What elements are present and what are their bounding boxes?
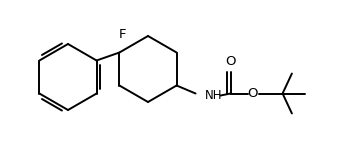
Text: O: O — [247, 87, 258, 100]
Text: O: O — [225, 54, 236, 68]
Text: NH: NH — [205, 89, 222, 102]
Text: F: F — [119, 28, 126, 41]
